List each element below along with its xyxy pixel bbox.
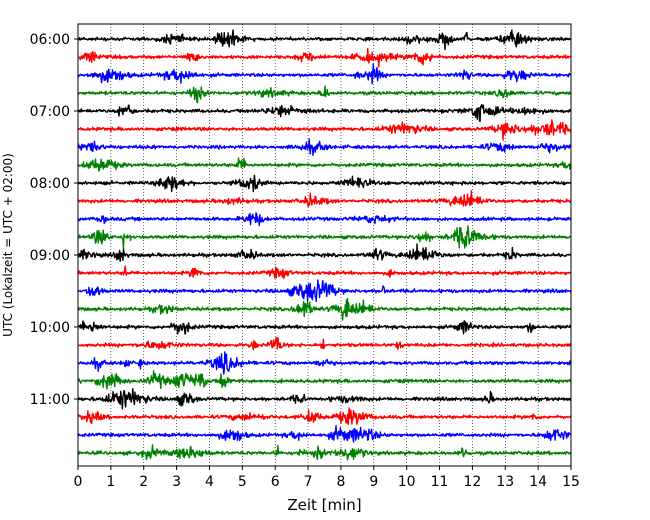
y-axis-label: UTC (Lokalzeit = UTC + 02:00) xyxy=(1,153,15,337)
x-tick-label-2: 2 xyxy=(139,474,148,490)
x-tick-label-4: 4 xyxy=(205,474,214,490)
trace-0900 xyxy=(77,243,572,263)
trace-0630 xyxy=(77,63,572,85)
trace-0645 xyxy=(77,85,572,104)
trace-0845 xyxy=(77,225,572,249)
x-tick-label-14: 14 xyxy=(529,474,547,490)
trace-1115 xyxy=(77,407,572,426)
trace-0830 xyxy=(77,212,572,227)
trace-0800 xyxy=(77,174,572,193)
x-tick-label-11: 11 xyxy=(431,474,449,490)
trace-0815 xyxy=(77,190,572,208)
trace-1100 xyxy=(77,388,572,410)
x-tick-label-3: 3 xyxy=(172,474,181,490)
trace-0730 xyxy=(77,138,572,157)
x-tick-label-6: 6 xyxy=(271,474,280,490)
y-tick-label-4: 10:00 xyxy=(30,320,70,336)
x-tick-label-8: 8 xyxy=(336,474,345,490)
x-tick-label-5: 5 xyxy=(238,474,247,490)
y-tick-label-0: 06:00 xyxy=(30,32,70,48)
y-tick-label-1: 07:00 xyxy=(30,104,70,120)
x-tick-label-1: 1 xyxy=(106,474,115,490)
x-tick-label-15: 15 xyxy=(562,474,580,490)
y-tick-label-3: 09:00 xyxy=(30,248,70,264)
x-tick-label-10: 10 xyxy=(398,474,416,490)
trace-0930 xyxy=(77,279,572,303)
trace-0600 xyxy=(77,29,572,51)
trace-1015 xyxy=(77,336,572,351)
trace-1045 xyxy=(77,370,572,390)
trace-1145 xyxy=(77,444,572,461)
x-tick-label-13: 13 xyxy=(496,474,514,490)
y-tick-label-2: 08:00 xyxy=(30,176,70,192)
trace-1030 xyxy=(77,351,572,375)
y-axis-ticks: 06:00 07:00 08:00 09:00 10:00 11:00 xyxy=(30,32,78,408)
x-axis-label: Zeit [min] xyxy=(287,496,361,514)
x-tick-label-0: 0 xyxy=(74,474,83,490)
seismic-traces xyxy=(77,29,572,461)
x-tick-label-9: 9 xyxy=(369,474,378,490)
x-axis-ticks: 0 1 2 3 4 5 6 7 8 9 10 11 12 13 14 15 xyxy=(74,466,580,490)
x-tick-label-12: 12 xyxy=(463,474,481,490)
trace-0700 xyxy=(77,103,572,123)
trace-0915 xyxy=(77,265,572,279)
trace-1000 xyxy=(77,320,572,335)
y-tick-label-5: 11:00 xyxy=(30,392,70,408)
trace-0615 xyxy=(77,47,572,68)
trace-0945 xyxy=(77,297,572,321)
trace-0745 xyxy=(77,157,572,172)
plot-frame xyxy=(77,23,572,467)
trace-0715 xyxy=(77,119,572,141)
trace-1130 xyxy=(77,425,572,443)
x-tick-label-7: 7 xyxy=(304,474,313,490)
